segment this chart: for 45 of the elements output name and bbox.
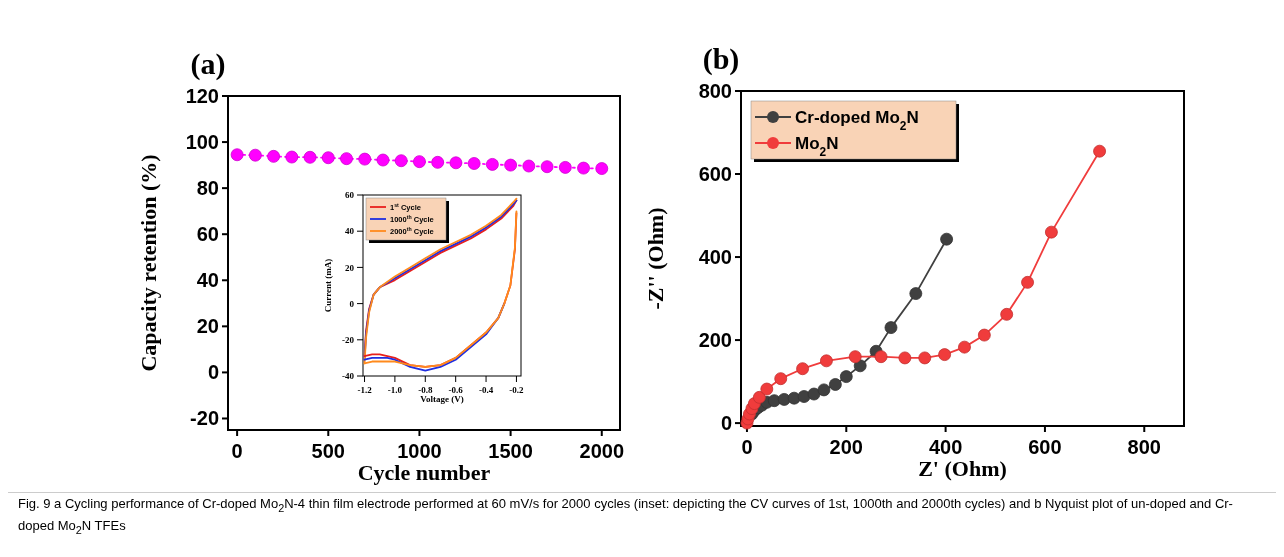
- x-tick-label: 1500: [488, 440, 533, 462]
- x-tick-label: 200: [829, 436, 863, 458]
- y-tick-label: 20: [345, 262, 355, 273]
- x-tick-label: -0.6: [448, 385, 464, 395]
- y-tick-label: 60: [196, 223, 219, 246]
- y-tick-label: 600: [698, 163, 732, 186]
- x-axis-title: Cycle number: [357, 460, 491, 485]
- y-tick-label: -20: [190, 407, 219, 430]
- x-tick-label: 400: [928, 436, 963, 458]
- y-tick-label: 40: [345, 226, 355, 237]
- x-tick-label: 600: [1028, 436, 1062, 458]
- y-tick-label: 80: [196, 177, 219, 200]
- x-axis-title: Z' (Ohm): [918, 456, 1007, 481]
- y-tick-label: -40: [342, 371, 355, 382]
- x-tick-label: 2000: [579, 440, 625, 462]
- x-tick-label: -0.2: [509, 385, 525, 395]
- x-tick-label: -0.8: [418, 385, 433, 395]
- y-tick-label: 400: [698, 246, 732, 269]
- y-axis-title: -Z'' (Ohm): [643, 207, 668, 310]
- x-tick-label: 0: [741, 436, 753, 458]
- y-tick-label: 800: [698, 80, 732, 102]
- chart-title: (a): [190, 47, 226, 81]
- y-tick-label: 200: [698, 329, 732, 352]
- y-tick-label: 120: [185, 85, 219, 107]
- y-tick-label: 0: [720, 412, 732, 435]
- y-tick-label: 40: [196, 269, 219, 292]
- x-axis-title: Voltage (V): [420, 394, 464, 404]
- x-tick-label: -1.0: [387, 385, 403, 395]
- x-tick-label: 800: [1127, 436, 1161, 458]
- chart-title: (b): [702, 42, 740, 76]
- x-tick-label: 500: [311, 440, 345, 462]
- legend-label: Mo$_{2}$N: [795, 133, 839, 159]
- y-tick-label: 0: [349, 298, 355, 309]
- legend-label: Cr-doped Mo$_{2}$N: [795, 107, 919, 133]
- y-axis-title: Capacity retention (%): [136, 154, 161, 372]
- y-tick-label: -20: [342, 334, 355, 345]
- x-tick-label: -1.2: [357, 385, 373, 395]
- x-tick-label: -0.4: [478, 385, 494, 395]
- x-tick-label: 1000: [397, 440, 442, 462]
- y-tick-label: 100: [185, 131, 219, 154]
- text: Fig. 9 a Cycling performance of Cr-doped Mo$_{2}$N-4 thin film electrode performed at 60 mV/s for 2000 cycles (inset: depicting the CV curves of 1st, 1000th and 2000th cycles) and b Nyquist plot of un-doped and Cr-doped Mo$_{2}$N TFEs: [18, 496, 1233, 536]
- y-tick-label: 20: [196, 315, 219, 338]
- y-axis-title: Current (mA): [323, 258, 333, 313]
- y-tick-label: 60: [345, 190, 355, 201]
- x-tick-label: 0: [231, 440, 243, 462]
